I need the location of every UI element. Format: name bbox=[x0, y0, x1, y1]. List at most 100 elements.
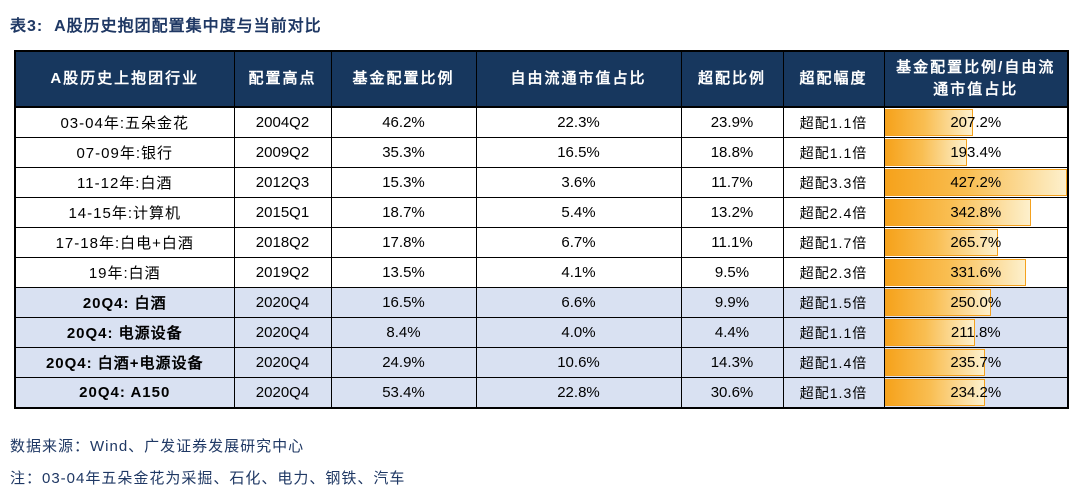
cell-magnitude: 超配1.5倍 bbox=[782, 287, 885, 318]
cell-ratio: 342.8% bbox=[883, 197, 1069, 228]
cell-ratio: 250.0% bbox=[883, 287, 1069, 318]
cell-free-float-share: 10.6% bbox=[475, 347, 682, 378]
ratio-databar bbox=[885, 169, 1067, 196]
cell-overweight: 11.7% bbox=[680, 167, 784, 198]
column-header-overweight: 超配比例 bbox=[680, 50, 784, 108]
cell-free-float-share: 6.7% bbox=[475, 227, 682, 258]
cell-peak: 2020Q4 bbox=[233, 287, 332, 318]
ratio-databar bbox=[885, 379, 985, 406]
cell-industry: 20Q4: 电源设备 bbox=[14, 317, 235, 348]
ratio-databar bbox=[885, 229, 998, 256]
cell-peak: 2015Q1 bbox=[233, 197, 332, 228]
cell-fund-allocation: 16.5% bbox=[330, 287, 477, 318]
table-row: 14-15年:计算机 2015Q1 18.7% 5.4% 13.2% 超配2.4倍 342.… bbox=[14, 197, 1069, 228]
footnote-text: 注：03-04年五朵金花为采掘、石化、电力、钢铁、汽车 bbox=[10, 470, 406, 487]
ratio-databar bbox=[885, 289, 992, 316]
cell-overweight: 23.9% bbox=[680, 106, 784, 138]
cell-overweight: 30.6% bbox=[680, 377, 784, 409]
column-header-fund-allocation: 基金配置比例 bbox=[330, 50, 477, 108]
cell-fund-allocation: 24.9% bbox=[330, 347, 477, 378]
cell-industry: 20Q4: 白酒+电源设备 bbox=[14, 347, 235, 378]
cell-ratio: 207.2% bbox=[883, 106, 1069, 138]
cell-industry: 20Q4: 白酒 bbox=[14, 287, 235, 318]
cell-overweight: 4.4% bbox=[680, 317, 784, 348]
cell-fund-allocation: 15.3% bbox=[330, 167, 477, 198]
ratio-value: 250.0% bbox=[950, 294, 1002, 311]
cell-free-float-share: 22.3% bbox=[475, 106, 682, 138]
table-row: 07-09年:银行 2009Q2 35.3% 16.5% 18.8% 超配1.1倍 193.… bbox=[14, 137, 1069, 168]
cell-peak: 2020Q4 bbox=[233, 317, 332, 348]
cell-overweight: 18.8% bbox=[680, 137, 784, 168]
cell-industry: 11-12年:白酒 bbox=[14, 167, 235, 198]
column-header-free-float-share: 自由流通市值占比 bbox=[475, 50, 682, 108]
table-row: 03-04年:五朵金花 2004Q2 46.2% 22.3% 23.9% 超配1.1倍 20… bbox=[14, 106, 1069, 138]
cell-ratio: 234.2% bbox=[883, 377, 1069, 409]
cell-peak: 2020Q4 bbox=[233, 347, 332, 378]
cell-fund-allocation: 18.7% bbox=[330, 197, 477, 228]
table-row: 20Q4: A150 2020Q4 53.4% 22.8% 30.6% 超配1.3倍 234… bbox=[14, 377, 1069, 409]
cell-free-float-share: 16.5% bbox=[475, 137, 682, 168]
ratio-value: 342.8% bbox=[950, 204, 1002, 221]
ratio-databar bbox=[885, 349, 986, 376]
cell-ratio: 235.7% bbox=[883, 347, 1069, 378]
data-table: A股历史上抱团行业 配置高点 基金配置比例 自由流通市值占比 超配比例 超配幅度 基金配置比… bbox=[14, 50, 1069, 409]
cell-free-float-share: 5.4% bbox=[475, 197, 682, 228]
ratio-databar bbox=[885, 199, 1031, 226]
ratio-value: 234.2% bbox=[950, 384, 1002, 401]
ratio-value: 235.7% bbox=[950, 354, 1002, 371]
cell-free-float-share: 4.0% bbox=[475, 317, 682, 348]
cell-ratio: 331.6% bbox=[883, 257, 1069, 288]
cell-peak: 2019Q2 bbox=[233, 257, 332, 288]
cell-magnitude: 超配1.3倍 bbox=[782, 377, 885, 409]
table-row: 20Q4: 电源设备 2020Q4 8.4% 4.0% 4.4% 超配1.1倍 211.8% bbox=[14, 317, 1069, 348]
cell-free-float-share: 6.6% bbox=[475, 287, 682, 318]
ratio-value: 207.2% bbox=[950, 114, 1002, 131]
cell-fund-allocation: 17.8% bbox=[330, 227, 477, 258]
cell-overweight: 9.9% bbox=[680, 287, 784, 318]
cell-free-float-share: 3.6% bbox=[475, 167, 682, 198]
cell-fund-allocation: 46.2% bbox=[330, 106, 477, 138]
cell-industry: 17-18年:白电+白酒 bbox=[14, 227, 235, 258]
ratio-databar bbox=[885, 319, 976, 346]
cell-magnitude: 超配1.1倍 bbox=[782, 137, 885, 168]
table-row: 17-18年:白电+白酒 2018Q2 17.8% 6.7% 11.1% 超配1.7倍 26… bbox=[14, 227, 1069, 258]
ratio-databar bbox=[885, 259, 1027, 286]
column-header-industry: A股历史上抱团行业 bbox=[14, 50, 235, 108]
cell-peak: 2004Q2 bbox=[233, 106, 332, 138]
cell-industry: 19年:白酒 bbox=[14, 257, 235, 288]
cell-overweight: 13.2% bbox=[680, 197, 784, 228]
cell-overweight: 14.3% bbox=[680, 347, 784, 378]
cell-overweight: 11.1% bbox=[680, 227, 784, 258]
table-row: 19年:白酒 2019Q2 13.5% 4.1% 9.5% 超配2.3倍 331.6% bbox=[14, 257, 1069, 288]
cell-fund-allocation: 13.5% bbox=[330, 257, 477, 288]
column-header-ratio: 基金配置比例/自由流通市值占比 bbox=[883, 50, 1069, 108]
table-row: 20Q4: 白酒+电源设备 2020Q4 24.9% 10.6% 14.3% 超配1.4倍… bbox=[14, 347, 1069, 378]
cell-peak: 2020Q4 bbox=[233, 377, 332, 409]
ratio-databar bbox=[885, 109, 973, 136]
cell-peak: 2009Q2 bbox=[233, 137, 332, 168]
table-row: 20Q4: 白酒 2020Q4 16.5% 6.6% 9.9% 超配1.5倍 250.0% bbox=[14, 287, 1069, 318]
cell-industry: 20Q4: A150 bbox=[14, 377, 235, 409]
cell-ratio: 193.4% bbox=[883, 137, 1069, 168]
cell-magnitude: 超配2.3倍 bbox=[782, 257, 885, 288]
table-row: 11-12年:白酒 2012Q3 15.3% 3.6% 11.7% 超配3.3倍 427.2… bbox=[14, 167, 1069, 198]
cell-fund-allocation: 8.4% bbox=[330, 317, 477, 348]
cell-peak: 2012Q3 bbox=[233, 167, 332, 198]
cell-magnitude: 超配2.4倍 bbox=[782, 197, 885, 228]
cell-industry: 14-15年:计算机 bbox=[14, 197, 235, 228]
cell-ratio: 265.7% bbox=[883, 227, 1069, 258]
cell-fund-allocation: 53.4% bbox=[330, 377, 477, 409]
data-source-text: 数据来源：Wind、广发证券发展研究中心 bbox=[10, 438, 305, 455]
table-title: 表3: A股历史抱团配置集中度与当前对比 bbox=[10, 18, 322, 35]
header-row: A股历史上抱团行业 配置高点 基金配置比例 自由流通市值占比 超配比例 超配幅度 基金配置比… bbox=[14, 50, 1069, 108]
cell-free-float-share: 22.8% bbox=[475, 377, 682, 409]
cell-magnitude: 超配1.7倍 bbox=[782, 227, 885, 258]
cell-ratio: 211.8% bbox=[883, 317, 1069, 348]
ratio-value: 193.4% bbox=[950, 144, 1002, 161]
cell-free-float-share: 4.1% bbox=[475, 257, 682, 288]
column-header-magnitude: 超配幅度 bbox=[782, 50, 885, 108]
ratio-value: 211.8% bbox=[950, 324, 1001, 341]
cell-overweight: 9.5% bbox=[680, 257, 784, 288]
ratio-value: 331.6% bbox=[950, 264, 1002, 281]
